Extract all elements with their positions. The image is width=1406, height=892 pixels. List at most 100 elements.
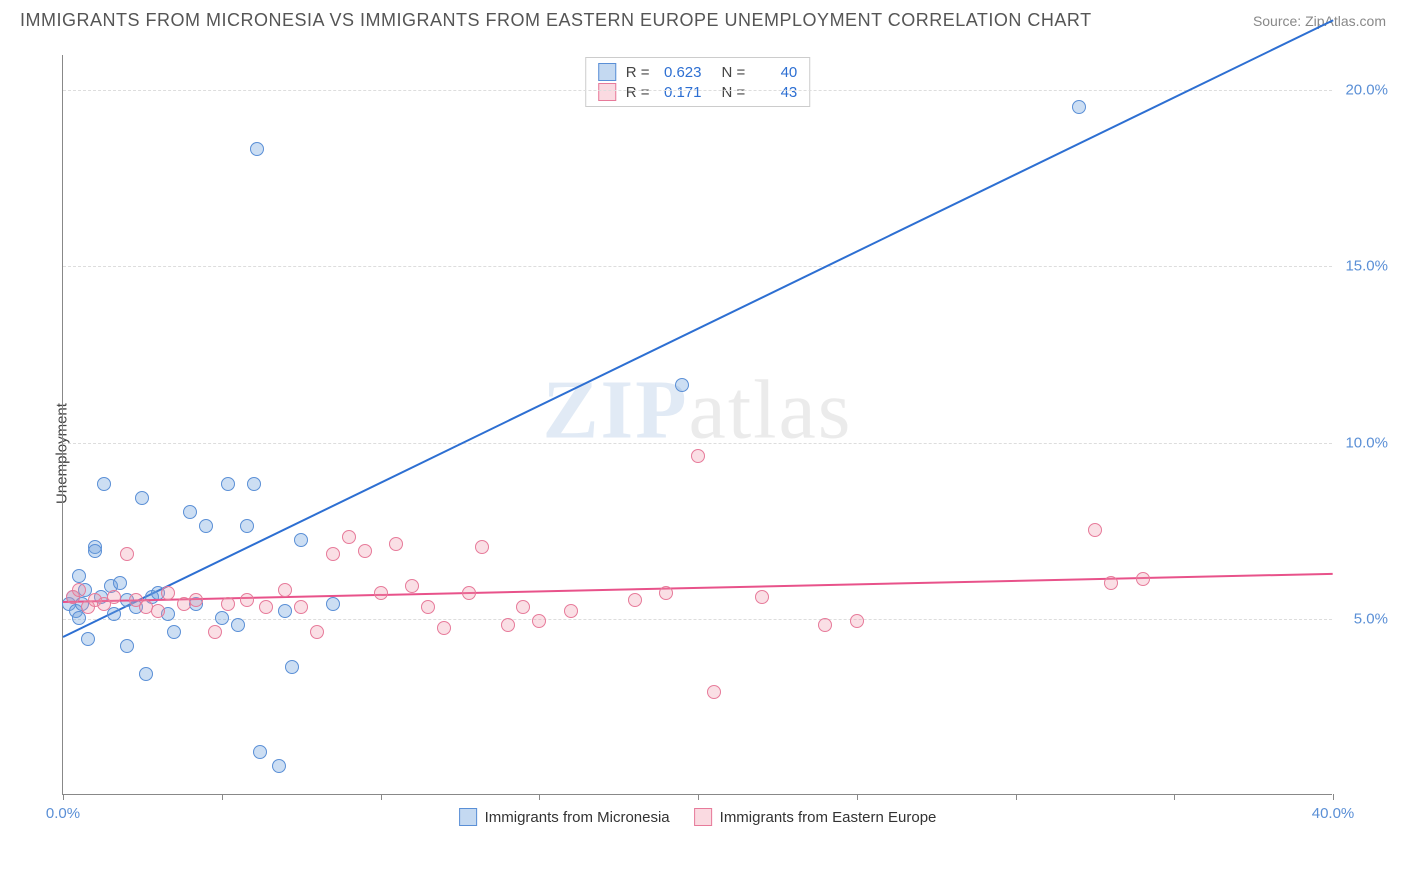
r-label: R =: [626, 84, 650, 101]
x-tick: [381, 794, 382, 800]
data-point: [564, 604, 578, 618]
data-point: [501, 618, 515, 632]
legend-item: Immigrants from Micronesia: [459, 808, 670, 826]
data-point: [1088, 523, 1102, 537]
data-point: [88, 544, 102, 558]
r-label: R =: [626, 64, 650, 81]
data-point: [462, 586, 476, 600]
data-point: [818, 618, 832, 632]
data-point: [208, 625, 222, 639]
data-point: [278, 604, 292, 618]
data-point: [532, 614, 546, 628]
x-tick: [222, 794, 223, 800]
n-label: N =: [722, 84, 746, 101]
legend-item: Immigrants from Eastern Europe: [694, 808, 937, 826]
data-point: [113, 576, 127, 590]
data-point: [628, 593, 642, 607]
data-point: [437, 621, 451, 635]
r-value: 0.171: [658, 84, 702, 101]
data-point: [199, 519, 213, 533]
data-point: [675, 378, 689, 392]
data-point: [221, 597, 235, 611]
n-value: 40: [753, 64, 797, 81]
legend-swatch: [694, 808, 712, 826]
data-point: [167, 625, 181, 639]
data-point: [259, 600, 273, 614]
data-point: [253, 745, 267, 759]
data-point: [81, 632, 95, 646]
data-point: [272, 759, 286, 773]
gridline: [63, 443, 1332, 444]
legend-row: R = 0.623 N = 40: [598, 62, 798, 82]
chart-container: Unemployment ZIPatlas R =0.623N =40R =0.…: [50, 55, 1380, 835]
data-point: [107, 590, 121, 604]
data-point: [405, 579, 419, 593]
data-point: [691, 449, 705, 463]
scatter-plot: ZIPatlas R =0.623N =40R =0.171N =43 Immi…: [62, 55, 1332, 795]
data-point: [294, 533, 308, 547]
correlation-legend: R = 0.623 N = 40 R = 0.171 N = 43: [585, 57, 811, 107]
series-legend: Immigrants from Micronesia Immigrants fro…: [459, 808, 937, 826]
data-point: [120, 547, 134, 561]
n-label: N =: [722, 64, 746, 81]
data-point: [231, 618, 245, 632]
data-point: [755, 590, 769, 604]
legend-row: R = 0.171 N = 43: [598, 82, 798, 102]
data-point: [250, 142, 264, 156]
data-point: [120, 639, 134, 653]
legend-swatch: [598, 83, 616, 101]
data-point: [1104, 576, 1118, 590]
data-point: [516, 600, 530, 614]
trend-line-blue: [63, 20, 1334, 638]
data-point: [707, 685, 721, 699]
data-point: [1136, 572, 1150, 586]
legend-label: Immigrants from Micronesia: [485, 809, 670, 826]
data-point: [247, 477, 261, 491]
data-point: [326, 547, 340, 561]
legend-swatch: [459, 808, 477, 826]
data-point: [310, 625, 324, 639]
data-point: [215, 611, 229, 625]
page-title: IMMIGRANTS FROM MICRONESIA VS IMMIGRANTS…: [20, 10, 1092, 31]
x-tick: [857, 794, 858, 800]
n-value: 43: [753, 84, 797, 101]
data-point: [240, 593, 254, 607]
data-point: [1072, 100, 1086, 114]
data-point: [326, 597, 340, 611]
gridline: [63, 266, 1332, 267]
data-point: [294, 600, 308, 614]
data-point: [151, 604, 165, 618]
data-point: [161, 586, 175, 600]
data-point: [189, 593, 203, 607]
data-point: [278, 583, 292, 597]
gridline: [63, 619, 1332, 620]
x-tick: [1333, 794, 1334, 800]
y-tick-label: 5.0%: [1354, 610, 1388, 627]
data-point: [97, 477, 111, 491]
watermark: ZIPatlas: [543, 361, 853, 458]
data-point: [183, 505, 197, 519]
y-tick-label: 15.0%: [1345, 258, 1388, 275]
data-point: [221, 477, 235, 491]
gridline: [63, 90, 1332, 91]
y-tick-label: 20.0%: [1345, 82, 1388, 99]
data-point: [72, 569, 86, 583]
data-point: [374, 586, 388, 600]
data-point: [342, 530, 356, 544]
x-tick: [1174, 794, 1175, 800]
legend-label: Immigrants from Eastern Europe: [720, 809, 937, 826]
r-value: 0.623: [658, 64, 702, 81]
data-point: [421, 600, 435, 614]
data-point: [139, 667, 153, 681]
data-point: [107, 607, 121, 621]
x-tick: [1016, 794, 1017, 800]
data-point: [475, 540, 489, 554]
data-point: [240, 519, 254, 533]
data-point: [285, 660, 299, 674]
y-tick-label: 10.0%: [1345, 434, 1388, 451]
data-point: [135, 491, 149, 505]
data-point: [659, 586, 673, 600]
data-point: [389, 537, 403, 551]
data-point: [358, 544, 372, 558]
x-tick: [63, 794, 64, 800]
